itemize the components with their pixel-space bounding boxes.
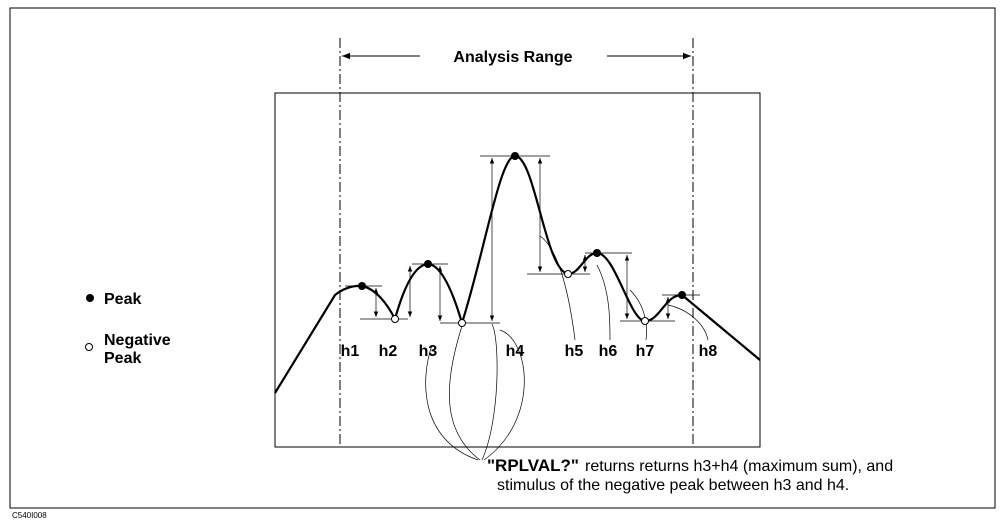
plot-frame — [274, 92, 761, 448]
callout-text: returns returns h3+h4 (maximum sum), and — [585, 458, 893, 475]
height-label: h2 — [379, 343, 398, 360]
legend-peak: Peak — [104, 291, 141, 308]
height-labels: h1 h2 h3 h4 h5 h6 h7 h8 — [341, 343, 718, 360]
trace — [274, 154, 761, 394]
legend-negative-icon — [85, 343, 93, 351]
range-title: Analysis Range — [453, 49, 572, 66]
height-label: h8 — [699, 343, 718, 360]
legend-negative-2: Peak — [104, 350, 141, 367]
height-markers — [345, 155, 700, 324]
height-label: h5 — [565, 343, 584, 360]
callout-leaders — [425, 235, 709, 461]
height-label: h6 — [599, 343, 618, 360]
callout-line-2: stimulus of the negative peak between h3… — [497, 477, 849, 494]
height-label: h4 — [506, 343, 525, 360]
negative-peaks — [391, 270, 649, 327]
height-label: h7 — [636, 343, 655, 360]
peaks — [358, 152, 686, 299]
height-label: h1 — [341, 343, 360, 360]
legend-negative-1: Negative — [104, 332, 171, 349]
outer-frame — [9, 7, 996, 509]
legend-peak-icon — [86, 294, 94, 302]
height-label: h3 — [419, 343, 438, 360]
callout-command: "RPLVAL?" — [487, 456, 579, 475]
figure-id: C540I008 — [12, 511, 47, 520]
callout-line-1: "RPLVAL?" returns returns h3+h4 (maximum … — [487, 456, 893, 475]
